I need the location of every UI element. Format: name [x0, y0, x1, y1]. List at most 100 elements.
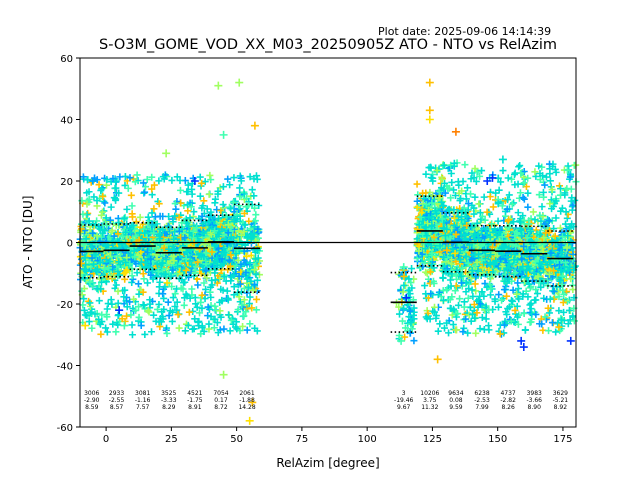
data-point [95, 297, 103, 305]
data-point [189, 325, 197, 333]
data-point [423, 269, 431, 277]
data-point [164, 298, 172, 306]
data-point [252, 211, 260, 219]
data-point [123, 266, 131, 274]
data-point [230, 174, 238, 182]
data-point [98, 234, 106, 242]
data-point [141, 330, 149, 338]
data-point [516, 162, 524, 170]
data-point [128, 202, 136, 210]
data-point [144, 279, 152, 287]
data-point [420, 194, 428, 202]
data-point [413, 197, 421, 205]
data-point [155, 300, 163, 308]
data-point [133, 171, 141, 179]
data-point [450, 214, 458, 222]
data-point [89, 229, 97, 237]
data-point [427, 198, 435, 206]
data-point [204, 312, 212, 320]
data-point [249, 286, 257, 294]
data-point [160, 294, 168, 302]
data-point [538, 203, 546, 211]
data-point [102, 238, 110, 246]
data-point [92, 251, 100, 259]
data-point [148, 328, 156, 336]
data-point [141, 188, 149, 196]
data-point [253, 175, 261, 183]
data-point [206, 171, 214, 179]
data-point [243, 252, 251, 260]
data-point [159, 290, 167, 298]
data-point [436, 320, 444, 328]
data-point [128, 243, 136, 251]
data-point [235, 227, 243, 235]
data-point [253, 295, 261, 303]
data-point [176, 186, 184, 194]
data-point [413, 203, 421, 211]
data-point [132, 232, 140, 240]
data-point [160, 244, 168, 252]
data-point [472, 329, 480, 337]
data-point [112, 281, 120, 289]
data-point [413, 254, 421, 262]
data-point [196, 173, 204, 181]
data-point [415, 247, 423, 255]
data-point [93, 217, 101, 225]
data-point [216, 307, 224, 315]
data-point [445, 329, 453, 337]
data-point [108, 226, 116, 234]
data-point [459, 177, 467, 185]
data-point [414, 191, 422, 199]
data-point [107, 203, 115, 211]
data-point [235, 272, 243, 280]
data-point [85, 318, 93, 326]
data-point [220, 325, 228, 333]
data-point [185, 308, 193, 316]
data-point [451, 249, 459, 257]
data-point [464, 214, 472, 222]
data-point [172, 205, 180, 213]
data-point [425, 206, 433, 214]
data-point [97, 330, 105, 338]
data-point [127, 191, 135, 199]
data-point [192, 300, 200, 308]
data-point [471, 193, 479, 201]
data-point [205, 320, 213, 328]
data-point [184, 207, 192, 215]
data-point [428, 199, 436, 207]
data-point [119, 233, 127, 241]
data-point [510, 199, 518, 207]
data-point [128, 331, 136, 339]
data-point [132, 218, 140, 226]
data-point [504, 174, 512, 182]
data-point [250, 192, 258, 200]
data-point [415, 221, 423, 229]
data-point [422, 170, 430, 178]
data-point [225, 203, 233, 211]
data-point [219, 183, 227, 191]
data-point [481, 216, 489, 224]
data-point [246, 320, 254, 328]
data-point [546, 177, 554, 185]
data-point [421, 245, 429, 253]
data-point [123, 205, 131, 213]
data-point [432, 244, 440, 252]
data-point [112, 328, 120, 336]
data-point [188, 261, 196, 269]
data-point [219, 201, 227, 209]
data-point [243, 289, 251, 297]
data-point [223, 287, 231, 295]
data-point [243, 326, 251, 334]
data-point [163, 329, 171, 337]
data-point [134, 280, 142, 288]
data-point [252, 255, 260, 263]
data-point [499, 167, 507, 175]
data-point [524, 203, 532, 211]
data-point [434, 195, 442, 203]
data-point [418, 209, 426, 217]
data-point [127, 250, 135, 258]
data-point [77, 269, 85, 277]
data-point [205, 190, 213, 198]
data-point [449, 245, 457, 253]
data-point [163, 279, 171, 287]
